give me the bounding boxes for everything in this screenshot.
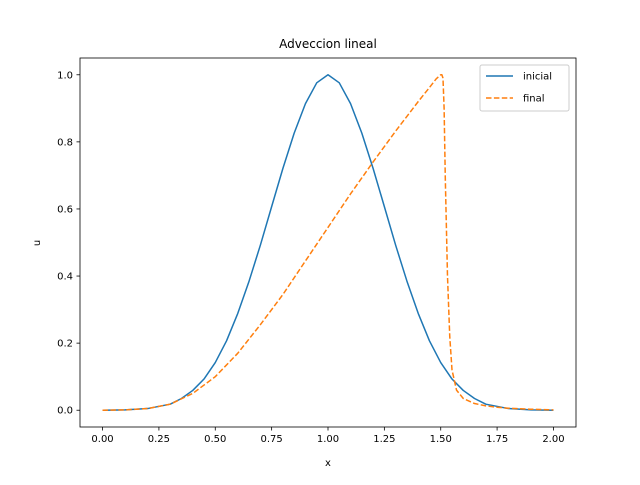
y-tick-label: 0.6 (57, 204, 73, 215)
series-line-inicial (102, 74, 554, 411)
y-tick-label: 0.4 (57, 272, 73, 283)
x-tick-label: 0.00 (91, 434, 113, 445)
plot-area: 0.00 0.25 0.50 0.75 1.00 1.25 1.50 1.75 2.00 0.0 0… (57, 57, 577, 445)
y-axis-label: u (32, 240, 43, 246)
y-tick-label: 0.2 (57, 339, 73, 350)
y-tick-label: 0.0 (57, 406, 73, 417)
chart-legend: inicial final (479, 64, 570, 112)
x-tick-label: 1.50 (430, 434, 452, 445)
legend-label-inicial: inicial (523, 72, 552, 83)
x-tick-label: 0.50 (204, 434, 226, 445)
y-tick-label: 0.8 (57, 137, 73, 148)
x-tick-label: 0.25 (148, 434, 170, 445)
x-tick-label: 1.00 (317, 434, 339, 445)
x-tick-label: 1.75 (486, 434, 508, 445)
x-tick-label: 2.00 (542, 434, 564, 445)
legend-label-final: final (523, 94, 545, 105)
series-line-final (102, 74, 554, 411)
x-axis-label: x (325, 458, 331, 469)
x-tick-label: 1.25 (373, 434, 395, 445)
y-tick-label: 1.0 (57, 70, 73, 81)
x-tick-label: 0.75 (261, 434, 283, 445)
chart-title: Adveccion lineal (279, 37, 377, 51)
